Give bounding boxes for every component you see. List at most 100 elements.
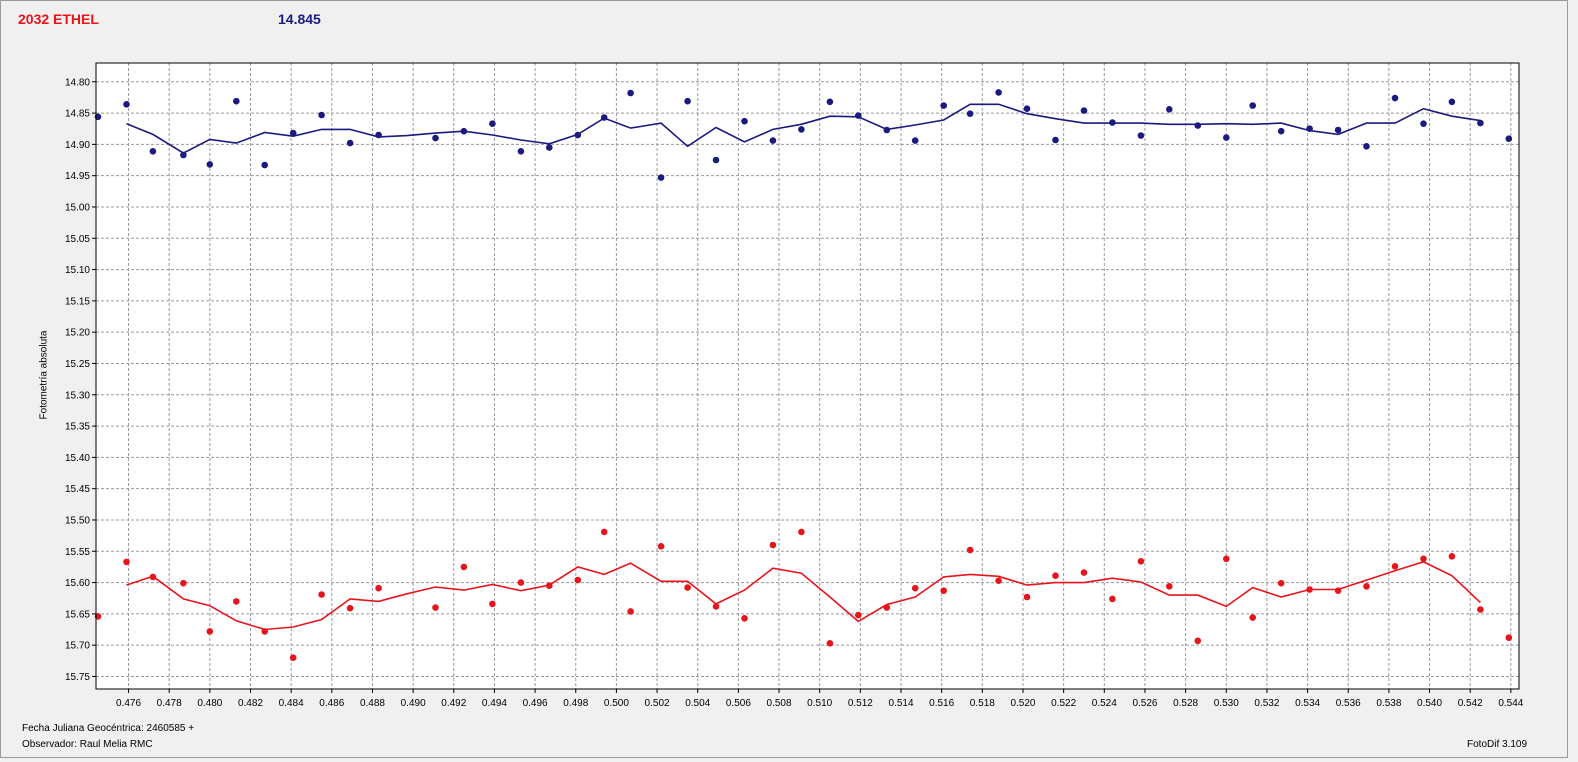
x-tick-label: 0.484 [279, 698, 304, 709]
x-tick-label: 0.508 [767, 698, 792, 709]
series-1-data-point [1448, 98, 1456, 106]
series-1-data-point [798, 126, 805, 133]
series-2-data-point [855, 611, 862, 619]
series-1-data-point [375, 131, 382, 139]
x-tick-label: 0.522 [1051, 698, 1076, 709]
x-tick-label: 0.544 [1498, 698, 1523, 709]
y-tick-label: 15.20 [65, 328, 90, 339]
series-2-data-point [769, 541, 777, 549]
series-1-data-point [233, 97, 240, 105]
series-2-data-point [1334, 587, 1342, 594]
x-tick-label: 0.518 [970, 698, 995, 709]
series-1-data-point [460, 127, 468, 135]
series-1-data-point [1249, 102, 1256, 109]
series-1-data-point [600, 114, 608, 121]
series-1-data-point [1477, 119, 1484, 127]
series-1-data-point [627, 89, 634, 97]
x-tick-label: 0.496 [523, 698, 548, 709]
y-tick-label: 15.50 [65, 515, 90, 526]
x-tick-label: 0.510 [807, 698, 832, 709]
series-1-data-point [1109, 119, 1116, 126]
series-2-data-point [1023, 593, 1031, 601]
y-tick-label: 15.70 [65, 641, 90, 652]
y-tick-label: 15.15 [65, 296, 90, 307]
x-tick-label: 0.528 [1173, 698, 1198, 709]
observer-label: Observador: Raul Melia RMC [22, 739, 153, 750]
series-2-data-point [1052, 572, 1059, 579]
series-2-data-point [1277, 579, 1285, 587]
object-name: 2032 ETHEL [18, 11, 99, 27]
series-2-data-point [346, 604, 354, 612]
series-2-data-point [318, 591, 325, 598]
series-1-data-point [1420, 120, 1427, 127]
y-tick-label: 15.60 [65, 578, 90, 589]
x-tick-label: 0.516 [929, 698, 954, 709]
series-2-data-point [432, 604, 439, 611]
series-2-data-point [826, 640, 834, 647]
x-tick-label: 0.486 [319, 698, 344, 709]
series-2-data-point [206, 628, 214, 635]
y-tick-label: 14.85 [65, 109, 90, 120]
y-tick-label: 15.75 [65, 672, 90, 683]
series-2-data-point [1137, 558, 1145, 565]
y-tick-label: 15.25 [65, 359, 90, 370]
series-2-data-point [1505, 634, 1513, 641]
series-2-data-point [1363, 583, 1370, 590]
reference-magnitude: 14.845 [278, 11, 321, 27]
series-1-data-point [149, 148, 157, 155]
software-version: FotoDif 3.109 [1467, 739, 1528, 750]
series-1-data-point [855, 112, 862, 119]
series-2-trend-line [126, 561, 1481, 631]
series-2-data-point [123, 558, 130, 566]
series-1-data-point [318, 111, 325, 119]
series-2-data-point [1109, 595, 1116, 603]
x-tick-label: 0.542 [1458, 698, 1483, 709]
x-tick-label: 0.492 [441, 698, 466, 709]
x-tick-label: 0.498 [563, 698, 588, 709]
x-tick-label: 0.500 [604, 698, 629, 709]
series-1-data-point [1080, 107, 1088, 114]
series-2-data-point [1420, 555, 1427, 563]
series-2-data-point [600, 528, 608, 536]
series-1-data-point [1137, 132, 1145, 139]
y-tick-label: 15.65 [65, 609, 90, 620]
series-1-data-point [712, 156, 720, 164]
series-2-data-point [712, 603, 720, 610]
x-tick-label: 0.478 [157, 698, 182, 709]
x-tick-label: 0.540 [1417, 698, 1442, 709]
series-2-data-point [1194, 637, 1202, 645]
series-1-data-point [346, 139, 354, 147]
y-tick-label: 15.30 [65, 390, 90, 401]
series-1-data-point [489, 120, 496, 127]
x-tick-label: 0.502 [645, 698, 670, 709]
series-1-data-point [995, 89, 1002, 96]
series-2-data-point [1448, 553, 1456, 560]
series-1-data-point [206, 161, 214, 168]
series-1-data-point [1391, 94, 1399, 102]
y-tick-label: 15.55 [65, 547, 90, 558]
x-tick-label: 0.538 [1376, 698, 1401, 709]
x-tick-label: 0.480 [197, 698, 222, 709]
series-2-data-point [1477, 606, 1484, 613]
series-2-data-point [1166, 583, 1173, 590]
x-tick-label: 0.514 [888, 698, 913, 709]
series-1-data-point [289, 129, 297, 137]
x-tick-label: 0.530 [1214, 698, 1239, 709]
series-2-data-point [375, 584, 382, 592]
y-tick-label: 15.00 [65, 202, 90, 213]
x-tick-label: 0.536 [1336, 698, 1361, 709]
series-2-data-point [1391, 563, 1399, 570]
x-tick-label: 0.490 [401, 698, 426, 709]
y-tick-label: 15.45 [65, 484, 90, 495]
series-2-data-point [149, 573, 157, 581]
series-2-data-point [798, 528, 805, 536]
series-1-data-point [911, 137, 919, 144]
series-1-data-point [741, 117, 748, 125]
series-1-data-point [432, 134, 439, 142]
series-1-data-point [940, 102, 947, 109]
series-2-data-point [911, 584, 919, 592]
x-tick-label: 0.476 [116, 698, 141, 709]
series-1-data-point [1223, 134, 1230, 141]
series-1-data-point [1363, 143, 1370, 150]
series-1-data-point [1166, 106, 1173, 113]
